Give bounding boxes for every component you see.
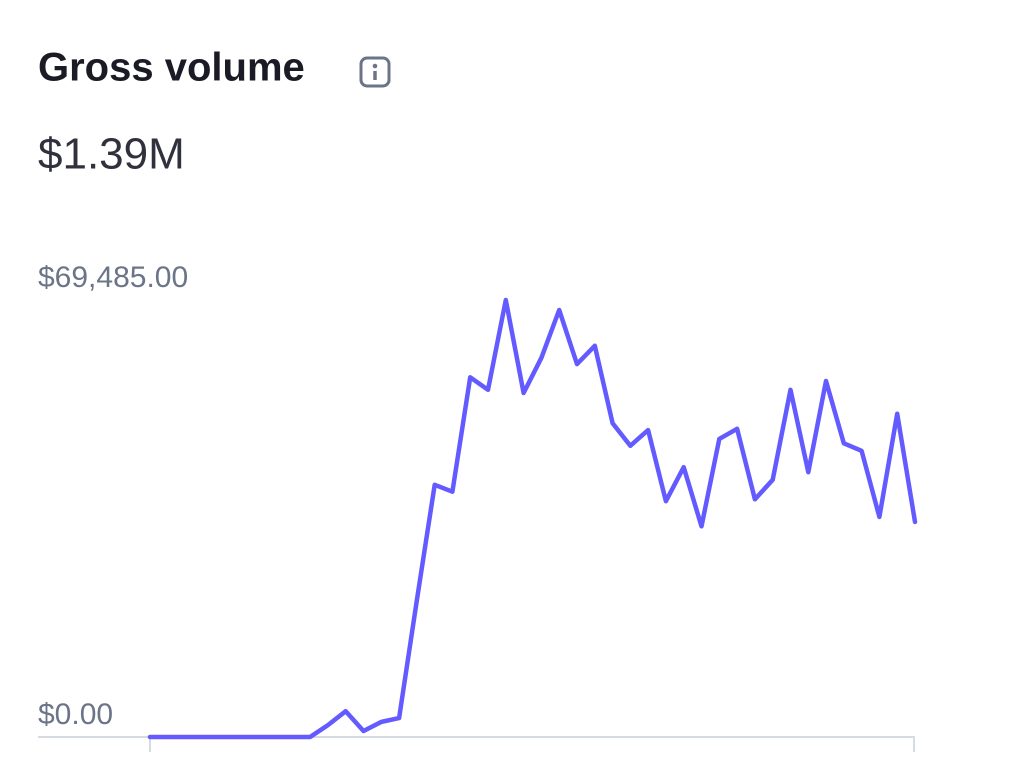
- y-tick-label: $69,485.00: [38, 261, 188, 294]
- series-line: [147, 297, 918, 740]
- y-tick-label: $0.00: [38, 698, 113, 731]
- info-icon-frame: [359, 56, 391, 88]
- total-volume: $1.39M: [38, 130, 185, 179]
- info-icon[interactable]: [359, 56, 391, 88]
- chart-title: Gross volume: [38, 46, 305, 90]
- info-icon-dot: [372, 63, 378, 69]
